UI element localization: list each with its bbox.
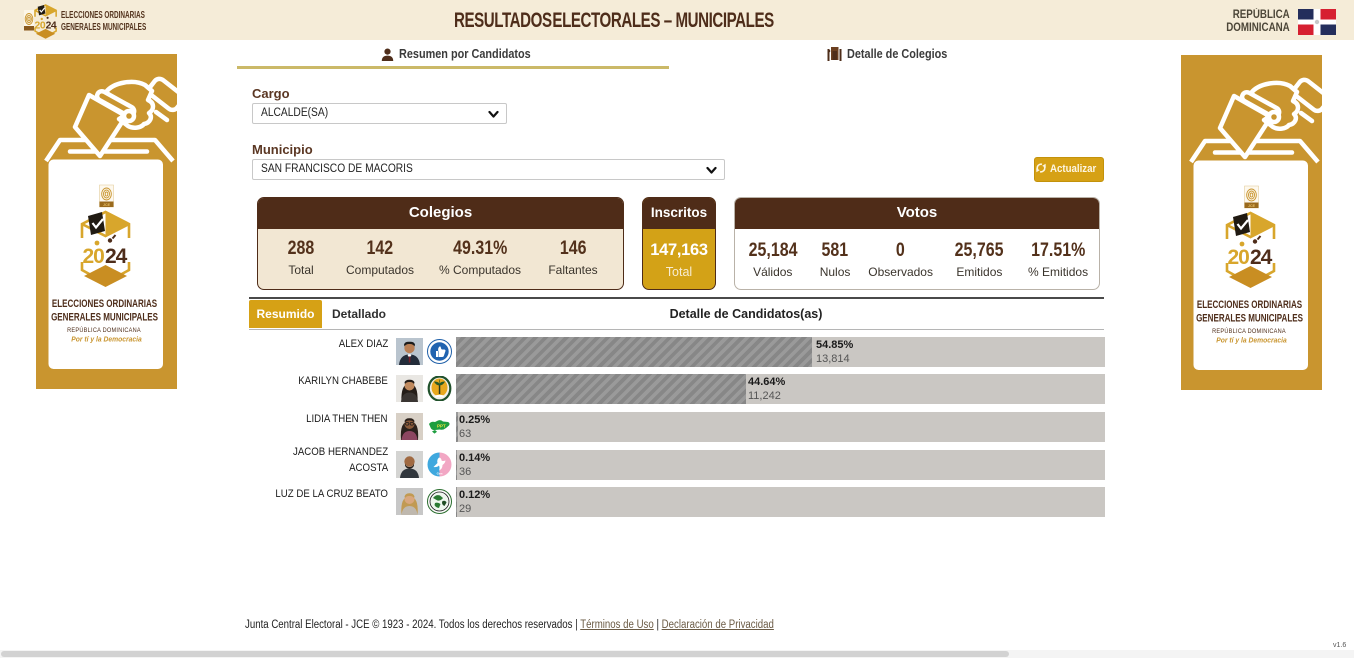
- svg-text:Gen: Gen: [437, 472, 443, 476]
- svg-text:GENERALES MUNICIPALES: GENERALES MUNICIPALES: [51, 311, 158, 324]
- svg-text:JCE: JCE: [103, 203, 111, 207]
- svg-text:20: 20: [1228, 246, 1250, 269]
- svg-text:24: 24: [1250, 246, 1273, 269]
- svg-text:GENERALES MUNICIPALES: GENERALES MUNICIPALES: [1196, 312, 1303, 325]
- svg-text:REPÚBLICA DOMINICANA: REPÚBLICA DOMINICANA: [67, 327, 141, 335]
- svg-text:24: 24: [46, 20, 57, 31]
- svg-text:ELECCIONES ORDINARIAS: ELECCIONES ORDINARIAS: [52, 298, 158, 311]
- svg-text:PPT: PPT: [437, 424, 446, 429]
- svg-text:20: 20: [35, 20, 46, 31]
- svg-text:20: 20: [83, 245, 105, 268]
- svg-text:Por tí y la Democracia: Por tí y la Democracia: [71, 335, 141, 343]
- svg-text:ELECCIONES ORDINARIAS: ELECCIONES ORDINARIAS: [1197, 299, 1303, 312]
- svg-text:Por tí y la Democracia: Por tí y la Democracia: [1216, 336, 1286, 344]
- svg-text:REPÚBLICA DOMINICANA: REPÚBLICA DOMINICANA: [1212, 328, 1286, 336]
- svg-text:JCE: JCE: [1248, 204, 1256, 208]
- svg-text:24: 24: [105, 245, 128, 268]
